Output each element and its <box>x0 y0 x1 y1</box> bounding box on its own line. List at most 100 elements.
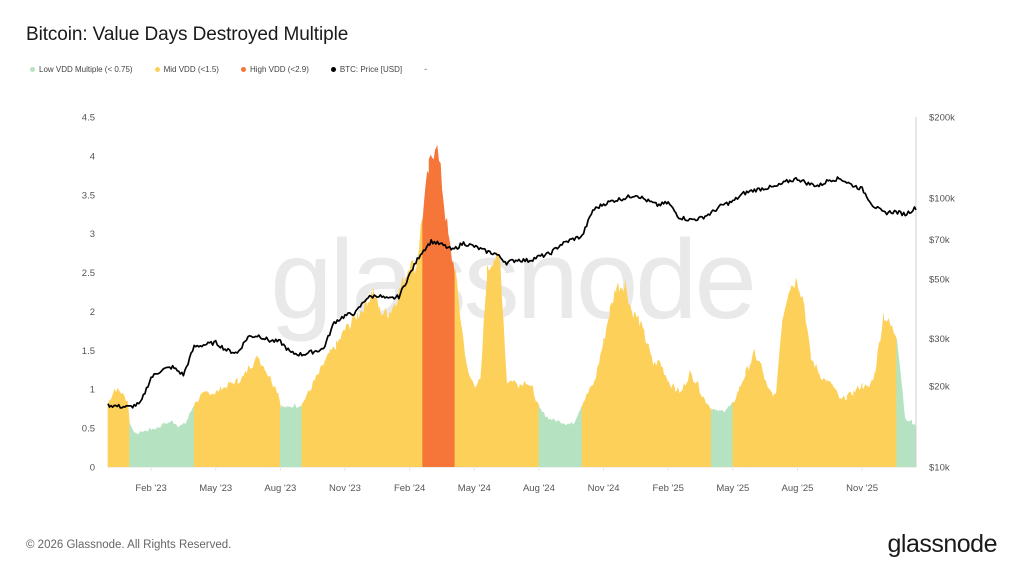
vdd-area-segment <box>264 370 273 468</box>
legend-item-extra[interactable]: - <box>424 64 427 74</box>
vdd-area-segment <box>441 190 449 468</box>
vdd-area-segment <box>525 384 533 468</box>
y-tick-label: 1.5 <box>82 346 95 357</box>
vdd-area-segment <box>372 288 380 468</box>
vdd-area-segment <box>379 306 389 468</box>
vdd-area-segment <box>788 278 798 468</box>
vdd-area-segment <box>717 409 725 468</box>
x-tick-label: May '24 <box>458 483 491 494</box>
vdd-area-segment <box>840 395 848 468</box>
legend-label: Low VDD Multiple (< 0.75) <box>39 64 133 74</box>
vdd-area-segment <box>711 408 719 468</box>
copyright-text: © 2026 Glassnode. All Rights Reserved. <box>26 539 232 551</box>
vdd-area-segment <box>157 423 165 468</box>
x-tick-label: May '25 <box>716 483 749 494</box>
vdd-area-segment <box>280 404 288 468</box>
legend-dot-icon <box>330 66 336 72</box>
legend-dot-icon <box>30 66 35 72</box>
vdd-area-segment <box>667 381 675 468</box>
vdd-area-segment <box>702 395 712 468</box>
vdd-area-segment <box>120 392 128 468</box>
legend-dot-icon <box>240 66 246 72</box>
x-tick-label: Nov '24 <box>588 483 620 494</box>
vdd-area-segment <box>172 422 180 468</box>
vdd-area-segment <box>868 371 876 468</box>
vdd-area-segment <box>825 379 833 468</box>
vdd-area-segment <box>911 421 917 468</box>
y-axis-right: $10k $20k $30k $50k $70k $100k $200k <box>929 113 955 474</box>
x-axis: Feb '23 May '23 Aug '23 Nov '23 Feb '24 May '… <box>108 467 916 494</box>
vdd-area-segment <box>874 313 884 468</box>
x-tick-label: Nov '25 <box>846 483 878 494</box>
vdd-area-segment <box>200 391 208 468</box>
vdd-area-segment <box>107 389 115 468</box>
vdd-area-segment <box>782 293 790 468</box>
vdd-area-segment <box>532 386 540 468</box>
btc-price-line <box>107 176 917 409</box>
x-tick-label: Nov '23 <box>329 483 361 494</box>
vdd-area-segment <box>652 359 660 468</box>
vdd-area-segment <box>732 390 740 468</box>
vdd-area-segment <box>506 380 514 468</box>
vdd-area-segment <box>422 170 430 468</box>
legend-item-mid-vdd[interactable]: Mid VDD (<1.5) <box>154 65 219 74</box>
vdd-area-segment <box>767 385 777 468</box>
vdd-area-segment <box>394 287 402 468</box>
vdd-area-segment <box>206 391 217 468</box>
watermark: glassnode <box>270 217 754 342</box>
y-tick-label: 4.5 <box>82 113 95 124</box>
x-tick-label: May '23 <box>199 483 232 494</box>
y2-tick-label: $10k <box>929 463 950 474</box>
x-tick-label: Aug '24 <box>523 483 555 494</box>
vdd-area-segment <box>336 329 346 468</box>
vdd-area-segment <box>803 303 811 468</box>
vdd-area-segment <box>624 280 632 468</box>
vdd-area-segment <box>249 355 260 468</box>
vdd-area-segment <box>301 390 309 468</box>
vdd-area-segment <box>573 405 583 468</box>
vdd-area-segment <box>150 426 158 468</box>
vdd-area-segment <box>551 418 561 468</box>
vdd-area-segment <box>258 358 266 468</box>
vdd-area-segment <box>889 325 897 468</box>
y2-tick-label: $50k <box>929 274 950 285</box>
vdd-area-segment <box>680 371 691 468</box>
y-tick-label: 3 <box>90 229 95 240</box>
vdd-area-segment <box>366 291 374 468</box>
vdd-area-segment <box>545 416 553 468</box>
vdd-area-segment <box>904 417 912 468</box>
vdd-area-segment <box>588 379 596 468</box>
vdd-area-segment <box>243 365 251 468</box>
vdd-area-segment <box>293 403 303 468</box>
vdd-area-segment <box>853 383 863 468</box>
vdd-area-segment <box>215 385 223 468</box>
legend-dash-icon: - <box>424 64 428 74</box>
legend-item-low-vdd[interactable]: Low VDD Multiple (< 0.75) <box>30 65 133 74</box>
vdd-area-segment <box>135 430 143 468</box>
legend: Low VDD Multiple (< 0.75) Mid VDD (<1.5)… <box>30 64 449 74</box>
vdd-area-segment <box>896 339 906 468</box>
vdd-area-segment <box>831 384 841 468</box>
vdd-area-segment <box>473 378 482 468</box>
legend-item-high-vdd[interactable]: High VDD (<2.9) <box>240 65 309 74</box>
vdd-area-segment <box>286 405 294 468</box>
vdd-area-segment <box>163 420 173 468</box>
y-axis-left: 0 0.5 1 1.5 2 2.5 3 3.5 4 4.5 <box>82 113 95 474</box>
vdd-area-segment <box>486 265 494 468</box>
y-tick-label: 2.5 <box>82 268 95 279</box>
vdd-area-segment <box>277 395 281 468</box>
vdd-area-segment <box>581 392 589 468</box>
y-tick-label: 3.5 <box>82 190 95 201</box>
vdd-area-segment <box>739 375 747 468</box>
vdd-area-segment <box>178 422 186 468</box>
y2-tick-label: $100k <box>929 193 955 204</box>
vdd-area-segment <box>646 343 654 468</box>
vdd-area-segment <box>329 346 337 468</box>
vdd-area-segment <box>512 380 520 468</box>
vdd-area-segment <box>609 290 617 468</box>
vdd-area-segment <box>754 351 762 468</box>
vdd-area-segment <box>519 380 527 468</box>
vdd-area-segment <box>631 310 639 468</box>
vdd-area-series <box>107 145 917 468</box>
legend-item-btc-price[interactable]: BTC: Price [USD] <box>330 65 402 74</box>
